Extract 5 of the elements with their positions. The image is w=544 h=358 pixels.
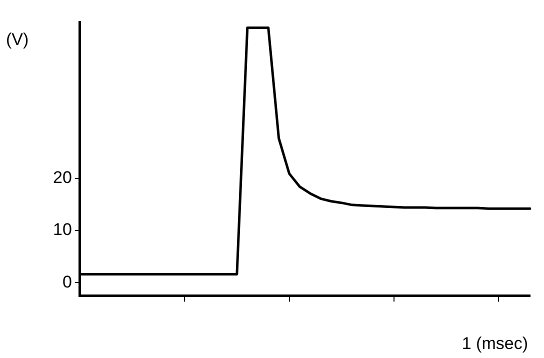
y-tick-label: 0 — [62, 272, 72, 292]
text: 1 (msec) — [462, 334, 528, 354]
y-tick-label: 10 — [52, 220, 72, 240]
y-tick-label: 20 — [52, 168, 72, 188]
y-axis-title: (V) — [6, 30, 29, 50]
